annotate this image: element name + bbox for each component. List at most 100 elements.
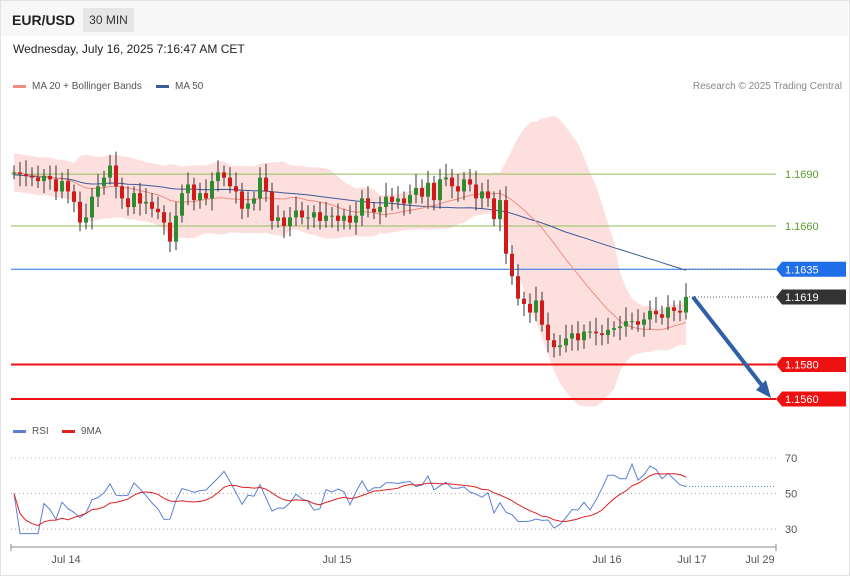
- candle-body: [600, 333, 604, 336]
- candle-body: [264, 177, 268, 192]
- candle-body: [210, 181, 214, 199]
- candle-body: [576, 333, 580, 341]
- candle-body: [204, 193, 208, 199]
- candle-body: [390, 196, 394, 202]
- candle-body: [102, 177, 106, 187]
- timeframe-button[interactable]: 30 MIN: [83, 8, 134, 32]
- candle-body: [504, 200, 508, 254]
- rsi-swatch: [13, 430, 26, 433]
- candle-body: [570, 333, 574, 339]
- candle-body: [564, 338, 568, 346]
- level-1-1580-label: 1.1580: [785, 359, 819, 371]
- legend-ma50: MA 50: [156, 81, 203, 92]
- level-1-1580-tag: 1.1580: [776, 356, 846, 372]
- candle-body: [456, 186, 460, 192]
- ma50-line: [13, 174, 687, 271]
- legend-ma50-label: MA 50: [175, 81, 204, 92]
- candle-body: [18, 172, 22, 175]
- candle-body: [426, 182, 430, 197]
- candle-body: [300, 210, 304, 218]
- candle-body: [552, 340, 556, 348]
- chart-header: EUR/USD 30 MIN: [1, 1, 848, 36]
- candle-body: [12, 172, 16, 174]
- candle-body: [288, 217, 292, 227]
- level-1-1619-tag-bg: [776, 289, 846, 305]
- candle-body: [510, 253, 514, 277]
- level-1-1619-label: 1.1619: [785, 292, 819, 304]
- candle-body: [420, 187, 424, 197]
- candle-body: [120, 186, 124, 199]
- ma50-swatch: [156, 85, 169, 88]
- candle-body: [606, 329, 610, 336]
- candle-body: [486, 191, 490, 199]
- candle-body: [384, 196, 388, 208]
- candle-body: [234, 186, 238, 192]
- candle-body: [318, 212, 322, 221]
- candle-body: [468, 179, 472, 185]
- candle-body: [246, 203, 250, 209]
- candle-body: [156, 208, 160, 213]
- candle-body: [324, 215, 328, 221]
- level-1-1635-tag-bg: [776, 261, 846, 277]
- rsi-tick-70: 70: [785, 453, 797, 465]
- candle-body: [252, 198, 256, 204]
- candle-body: [684, 296, 688, 313]
- candle-body: [66, 181, 70, 192]
- bollinger-band: [14, 115, 686, 407]
- level-1-1580-tag-bg: [776, 356, 846, 372]
- candle-body: [114, 165, 118, 187]
- candle-body: [192, 184, 196, 201]
- candle-body: [642, 319, 646, 325]
- candle-body: [330, 215, 334, 217]
- candle-body: [654, 310, 658, 315]
- candle-body: [492, 198, 496, 220]
- x-tick-label: Jul 14: [51, 554, 80, 566]
- datetime-label: Wednesday, July 16, 2025 7:16:47 AM CET: [13, 42, 245, 56]
- projection-arrow-line: [691, 295, 766, 390]
- candle-body: [258, 177, 262, 199]
- candle-body: [438, 179, 442, 201]
- x-tick-label: Jul 15: [322, 554, 351, 566]
- level-1-1660-label: 1.1660: [785, 221, 819, 233]
- x-tick-label: Jul 29: [745, 554, 774, 566]
- legend-ma9: 9MA: [62, 426, 102, 437]
- candle-body: [108, 165, 112, 178]
- credit-label: Research © 2025 Trading Central: [692, 81, 842, 92]
- candle-body: [96, 186, 100, 197]
- candle-body: [144, 201, 148, 204]
- legend-ma9-label: 9MA: [81, 426, 102, 437]
- rsi-line: [13, 462, 687, 535]
- candle-body: [240, 191, 244, 209]
- candle-body: [162, 212, 166, 223]
- candle-body: [306, 217, 310, 219]
- candle-body: [294, 210, 298, 218]
- ma20-swatch: [13, 85, 26, 88]
- symbol-title: EUR/USD: [12, 12, 76, 28]
- candle-body: [648, 310, 652, 320]
- candle-body: [138, 193, 142, 204]
- candle-body: [516, 276, 520, 299]
- candle-body: [90, 196, 94, 218]
- candle-body: [312, 212, 316, 218]
- candle-body: [546, 324, 550, 341]
- candle-body: [612, 328, 616, 330]
- candle-body: [660, 314, 664, 318]
- candle-body: [378, 207, 382, 213]
- candle-body: [402, 198, 406, 204]
- level-1-1690-label: 1.1690: [785, 169, 819, 181]
- candle-body: [666, 307, 670, 318]
- candle-body: [174, 215, 178, 242]
- candle-body: [168, 222, 172, 242]
- rsi-ma9-line: [13, 473, 687, 527]
- candle-body: [84, 217, 88, 223]
- candle-body: [132, 193, 136, 208]
- candle-body: [672, 307, 676, 311]
- candle-body: [198, 193, 202, 201]
- candle-body: [342, 215, 346, 221]
- x-tick-label: Jul 16: [592, 554, 621, 566]
- rsi-tick-50: 50: [785, 489, 797, 501]
- candle-body: [396, 198, 400, 202]
- level-1-1560-label: 1.1560: [785, 394, 819, 406]
- rsi-tick-30: 30: [785, 524, 797, 536]
